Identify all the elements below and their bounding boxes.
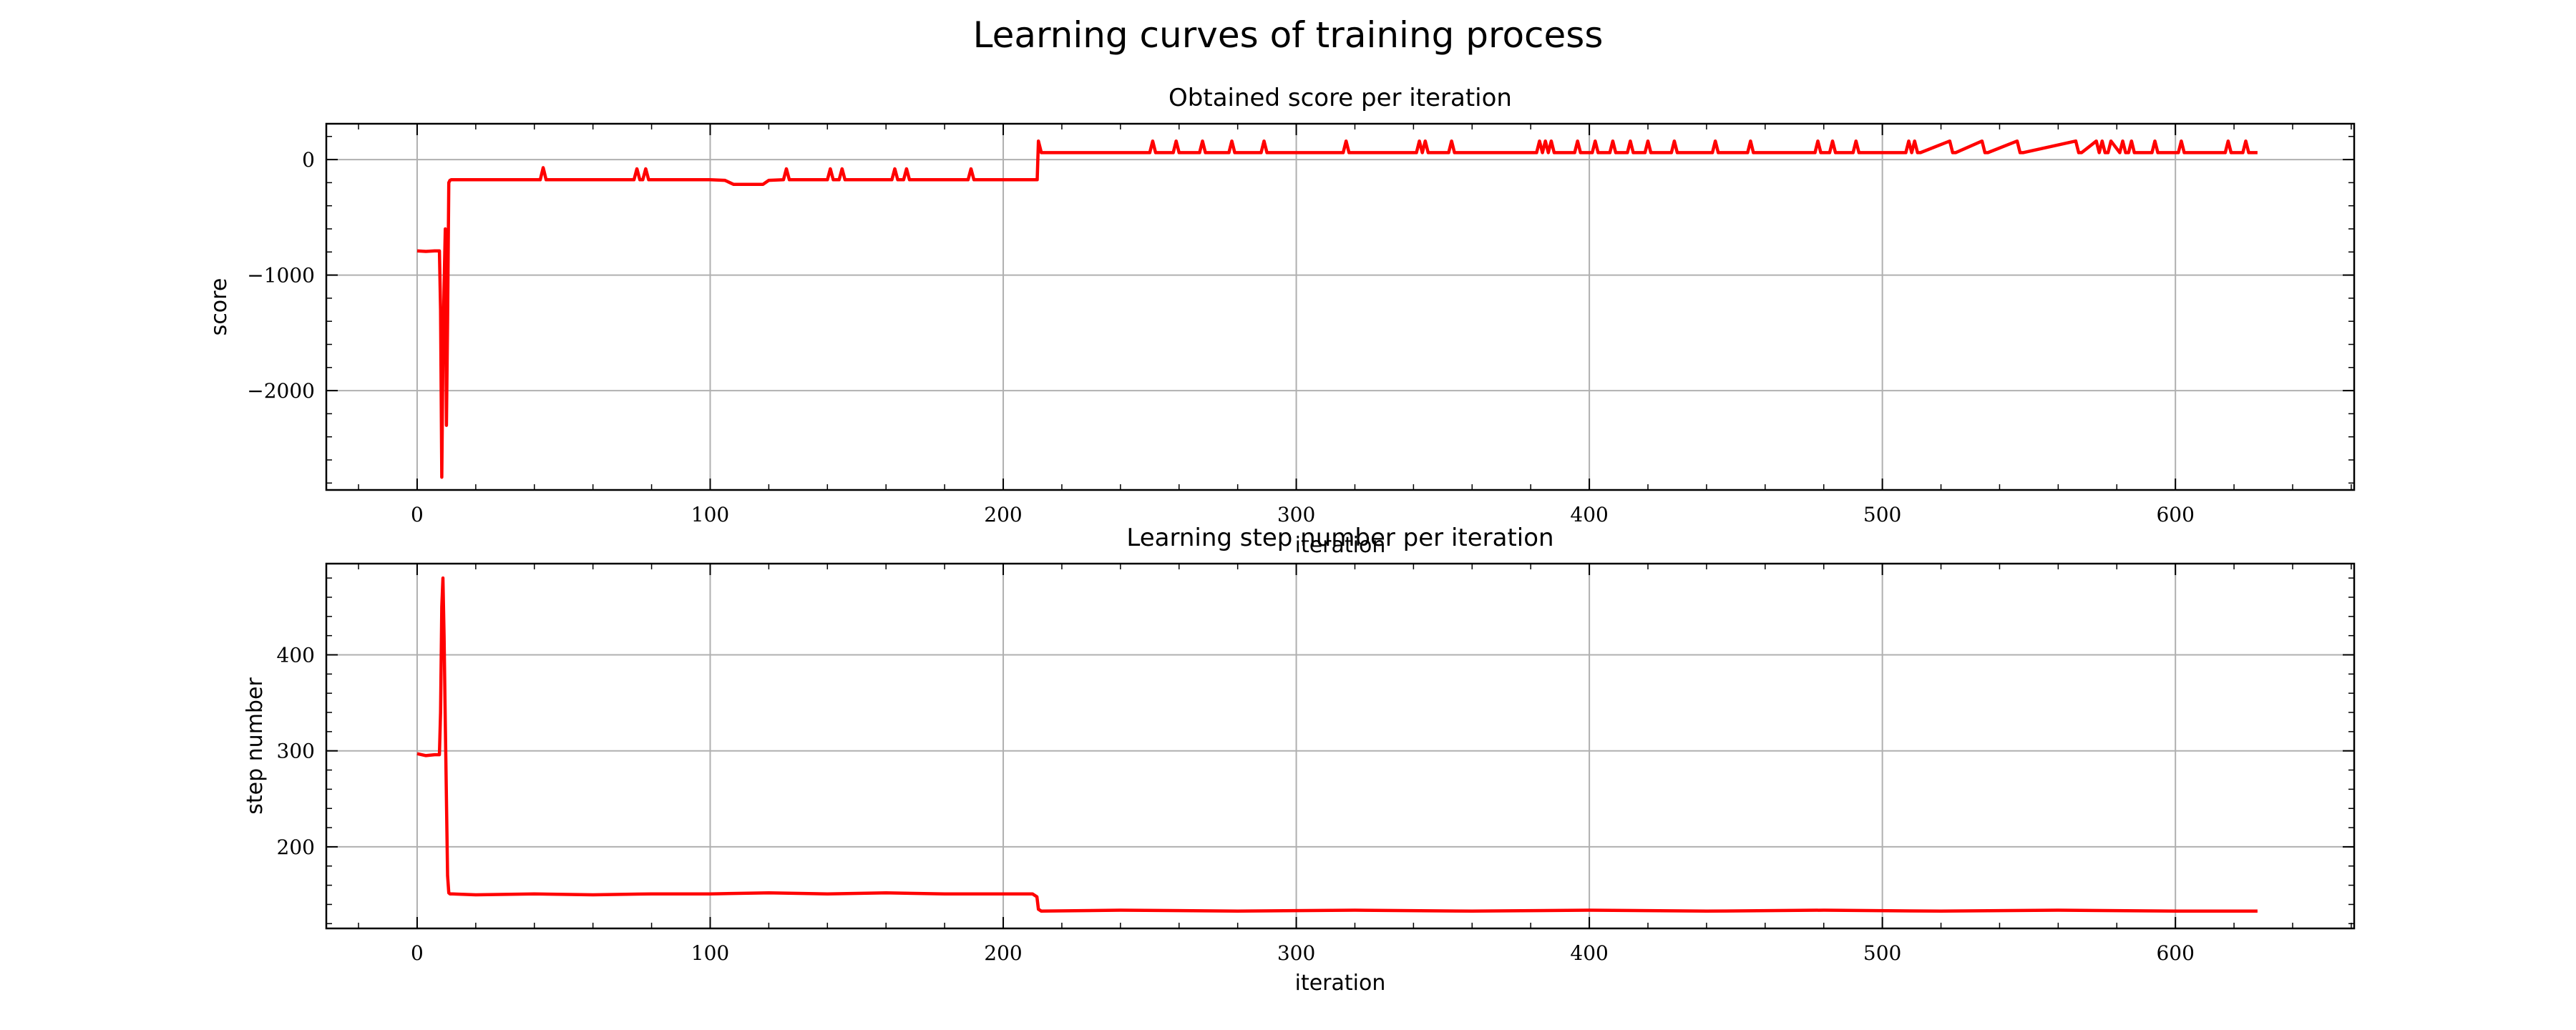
- subplot-title: Obtained score per iteration: [1169, 84, 1512, 112]
- axes-border: [325, 562, 2356, 930]
- axes-border: [325, 122, 2356, 491]
- axes-frame: 0 100 200 300 400 500 600 0 −1000 −2000: [247, 122, 2356, 526]
- x-tick-label: 400: [1570, 941, 1608, 965]
- x-axis-label: iteration: [1295, 971, 1386, 996]
- y-axis-label: step number: [243, 677, 268, 815]
- x-tick-label: 500: [1863, 941, 1901, 965]
- series-line: [416, 576, 2258, 913]
- x-tick-label: 0: [411, 941, 424, 965]
- score-subplot: 0 100 200 300 400 500 600 0 −1000 −2000 Obtained s…: [207, 84, 2356, 558]
- series-line: [416, 139, 2258, 479]
- x-tick-label: 0: [411, 503, 424, 526]
- step-number-subplot: 0 100 200 300 400 500 600 200 300 400 Learning ste…: [243, 524, 2356, 996]
- figure-title: Learning curves of training process: [973, 14, 1604, 56]
- y-tick-label: 400: [277, 644, 315, 667]
- x-tick-label: 300: [1277, 941, 1315, 965]
- x-tick-label: 200: [984, 503, 1022, 526]
- x-tick-label: 300: [1277, 503, 1315, 526]
- x-tick-label: 600: [2156, 503, 2194, 526]
- y-tick-label: 200: [277, 835, 315, 859]
- x-tick-label: 200: [984, 941, 1022, 965]
- x-tick-label: 100: [691, 941, 729, 965]
- minor-ticks: [326, 564, 2354, 928]
- x-tick-label: 600: [2156, 941, 2194, 965]
- y-tick-label: 0: [302, 148, 315, 172]
- x-tick-label: 100: [691, 503, 729, 526]
- y-tick-label: −1000: [247, 264, 315, 288]
- y-tick-label: −2000: [247, 379, 315, 403]
- x-tick-label: 400: [1570, 503, 1608, 526]
- y-axis-label: score: [207, 278, 232, 336]
- y-tick-label: 300: [277, 740, 315, 763]
- axes-frame: 0 100 200 300 400 500 600 200 300 400: [277, 562, 2356, 965]
- x-tick-label: 500: [1863, 503, 1901, 526]
- x-axis-label: iteration: [1295, 533, 1386, 558]
- subplot-title: Learning step number per iteration: [1126, 524, 1553, 552]
